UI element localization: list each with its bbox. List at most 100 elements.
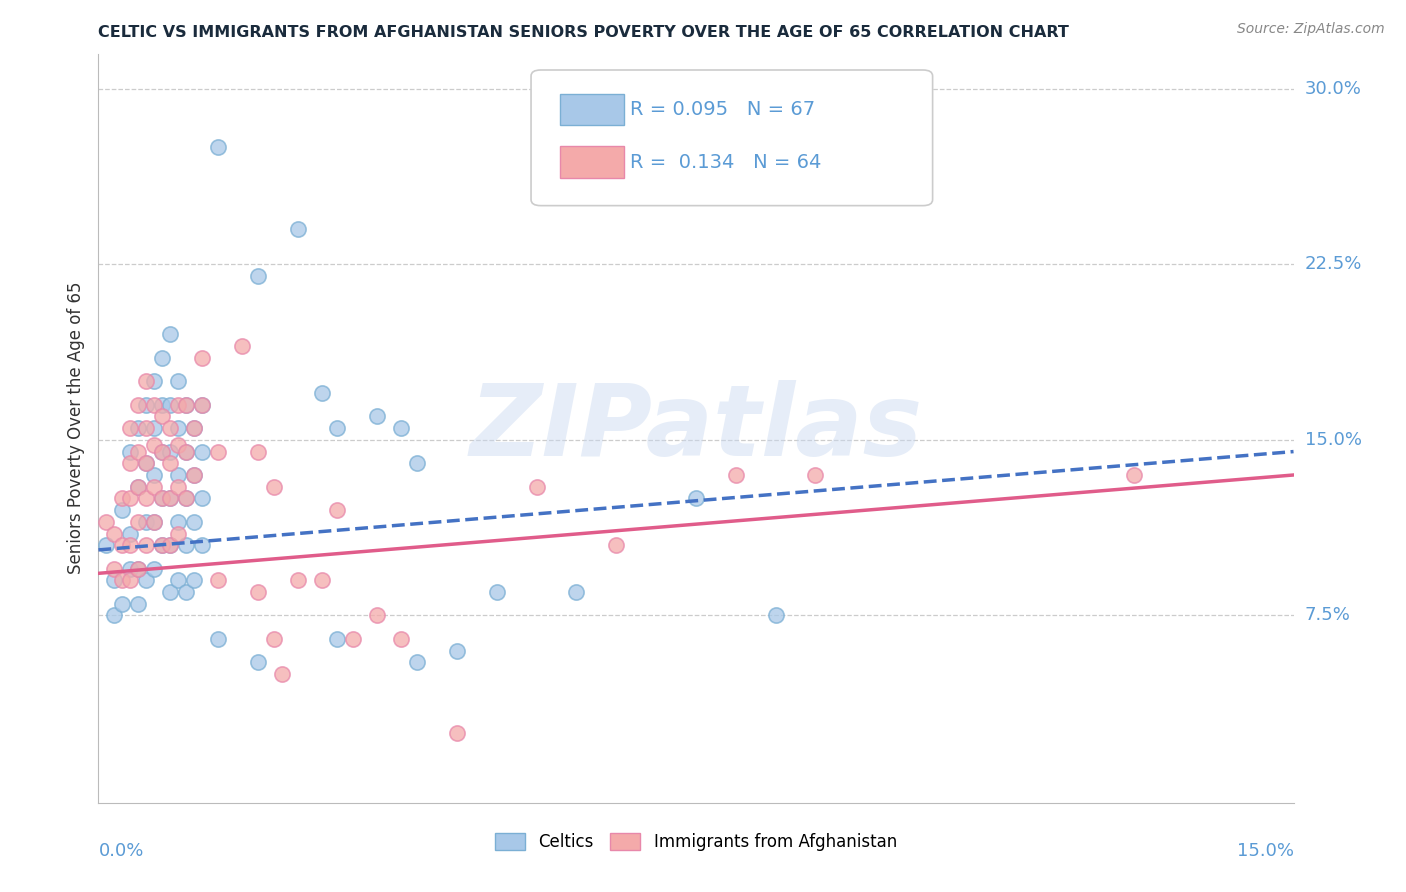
Point [389,421,412,435]
Point [159,491,181,506]
Point [263,632,285,646]
Point [103,562,125,576]
Point [135,398,157,412]
Point [159,585,181,599]
Point [326,421,349,435]
Point [183,421,205,435]
Point [565,585,588,599]
Text: 15.0%: 15.0% [1236,842,1294,860]
Point [127,515,149,529]
Point [191,398,214,412]
Point [150,491,173,506]
Point [183,421,205,435]
Point [191,538,214,552]
Point [765,608,787,623]
Point [96,538,118,552]
Text: CELTIC VS IMMIGRANTS FROM AFGHANISTAN SENIORS POVERTY OVER THE AGE OF 65 CORRELA: CELTIC VS IMMIGRANTS FROM AFGHANISTAN SE… [98,25,1070,40]
Point [326,503,349,517]
Point [127,421,149,435]
Point [724,467,747,482]
Text: ZIPatlas: ZIPatlas [470,380,922,476]
Point [135,421,157,435]
Point [120,562,142,576]
Point [111,491,134,506]
Point [135,456,157,470]
Legend: Celtics, Immigrants from Afghanistan: Celtics, Immigrants from Afghanistan [488,827,904,858]
Text: 0.0%: 0.0% [98,842,143,860]
Point [96,515,118,529]
Point [159,538,181,552]
Point [143,480,166,494]
Point [485,585,508,599]
Point [111,503,134,517]
Point [150,398,173,412]
Point [143,421,166,435]
Point [127,444,149,458]
Point [150,444,173,458]
Point [246,268,269,283]
Point [174,398,197,412]
Point [804,467,827,482]
Point [150,538,173,552]
Point [143,375,166,389]
Point [103,608,125,623]
Point [127,562,149,576]
Point [183,515,205,529]
Point [103,574,125,588]
Point [246,655,269,669]
Point [406,456,429,470]
Point [207,444,229,458]
Point [120,526,142,541]
Point [120,444,142,458]
Point [191,351,214,365]
Point [246,444,269,458]
Point [135,574,157,588]
Point [526,480,548,494]
Point [111,574,134,588]
Point [183,467,205,482]
Point [111,597,134,611]
Text: 15.0%: 15.0% [1305,431,1361,449]
Point [143,515,166,529]
Point [120,421,142,435]
Point [159,421,181,435]
Point [191,444,214,458]
Point [159,491,181,506]
Point [183,467,205,482]
Point [167,480,190,494]
Point [167,526,190,541]
Point [207,574,229,588]
Point [143,467,166,482]
Point [207,632,229,646]
Point [167,421,190,435]
Point [111,538,134,552]
Point [150,409,173,424]
Point [120,574,142,588]
Text: Source: ZipAtlas.com: Source: ZipAtlas.com [1237,22,1385,37]
Point [143,515,166,529]
Text: 7.5%: 7.5% [1305,607,1351,624]
Point [120,491,142,506]
Point [150,351,173,365]
Point [167,375,190,389]
Point [167,437,190,451]
Point [191,398,214,412]
Point [366,409,388,424]
Text: 22.5%: 22.5% [1305,255,1362,273]
Point [103,526,125,541]
Point [150,444,173,458]
Point [263,480,285,494]
Point [127,480,149,494]
Point [120,538,142,552]
FancyBboxPatch shape [560,146,623,178]
Y-axis label: Seniors Poverty Over the Age of 65: Seniors Poverty Over the Age of 65 [66,282,84,574]
Point [174,491,197,506]
Point [167,467,190,482]
Point [287,222,309,236]
Point [183,574,205,588]
Point [311,574,333,588]
Point [150,491,173,506]
Point [174,444,197,458]
Point [167,515,190,529]
Point [311,386,333,401]
